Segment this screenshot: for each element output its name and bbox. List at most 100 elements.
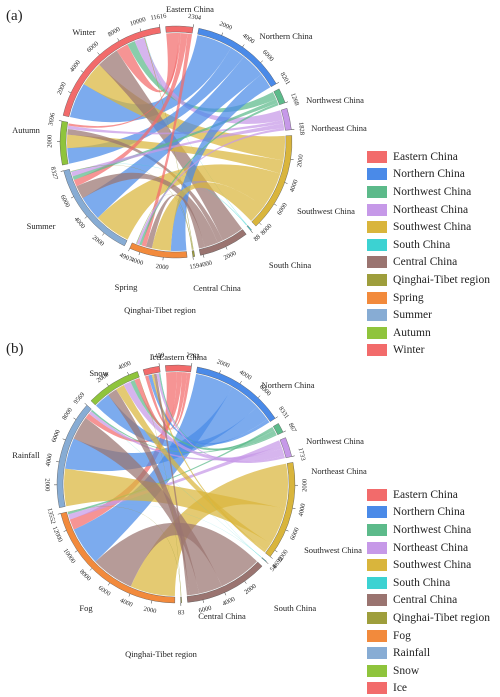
legend-label: Northeast China: [393, 542, 468, 554]
tick-mark: [85, 216, 87, 218]
legend-label: Central China: [393, 594, 457, 606]
legend-swatch: [367, 344, 387, 356]
legend-swatch: [367, 204, 387, 216]
legend-swatch: [367, 647, 387, 659]
group-label-eastern-china: Eastern China: [159, 352, 207, 362]
tick-mark: [222, 33, 223, 36]
legend-item-northwest-china: Northwest China: [367, 183, 490, 201]
legend-item-fog: Fog: [367, 627, 490, 645]
legend-label: Qinghai-Tibet region: [393, 612, 490, 624]
tick-label: 8000: [61, 407, 74, 422]
tick-mark: [270, 557, 272, 559]
tick-mark: [283, 431, 286, 432]
tick-label: 2000: [143, 606, 157, 615]
tick-mark: [203, 600, 204, 603]
tick-mark: [118, 38, 119, 41]
tick-label: 1828: [297, 122, 305, 136]
tick-mark: [140, 29, 141, 32]
tick-mark: [107, 383, 109, 385]
tick-mark: [71, 197, 74, 198]
tick-mark: [251, 231, 253, 233]
tick-label: 4000: [298, 503, 307, 517]
tick-mark: [108, 583, 110, 585]
tick-mark: [258, 396, 260, 398]
ribbons: [67, 33, 285, 251]
legend-item-qinghai-tibet-region: Qinghai-Tibet region: [367, 609, 490, 627]
legend-item-south-china: South China: [367, 574, 490, 592]
legend-swatch: [367, 542, 387, 554]
tick-mark: [68, 92, 71, 93]
tick-label: 3696: [47, 112, 56, 127]
legend-label: Northwest China: [393, 186, 471, 198]
group-label-northwest-china: Northwest China: [306, 95, 364, 105]
group-label-spring: Spring: [115, 282, 138, 292]
tick-label: 6000: [59, 194, 71, 209]
legend-item-central-china: Central China: [367, 254, 490, 272]
group-label-qinghai-tibet-region: Qinghai-Tibet region: [124, 305, 196, 315]
group-label-ice: Ice: [150, 352, 161, 362]
tick-label: 4000: [117, 360, 132, 372]
group-label-northern-china: Northern China: [261, 380, 314, 390]
legend-swatch: [367, 186, 387, 198]
tick-mark: [61, 171, 64, 172]
legend-item-rainfall: Rainfall: [367, 644, 490, 662]
legend-item-winter: Winter: [367, 342, 490, 360]
arc-south-china: [247, 225, 252, 230]
tick-label: 4000: [73, 216, 87, 230]
legend-label: Rainfall: [393, 647, 430, 659]
tick-label: 6000: [289, 527, 300, 542]
arc-eastern-china: [165, 365, 191, 372]
group-label-northeast-china: Northeast China: [311, 123, 367, 133]
legend-swatch: [367, 594, 387, 606]
tick-label: 6000: [51, 429, 62, 444]
legend-label: Eastern China: [393, 151, 458, 163]
group-label-eastern-china: Eastern China: [166, 4, 214, 14]
legend-swatch: [367, 577, 387, 589]
tick-label: 4000: [69, 59, 82, 74]
legend-swatch: [367, 256, 387, 268]
tick-label: 1733: [297, 447, 307, 461]
tick-label: 2000: [223, 250, 238, 262]
tick-mark: [275, 417, 278, 419]
tick-mark: [64, 530, 67, 531]
group-label-qinghai-tibet-region: Qinghai-Tibet region: [125, 649, 197, 659]
legend-label: Spring: [393, 292, 424, 304]
tick-mark: [63, 439, 66, 440]
legend-item-qinghai-tibet-region: Qinghai-Tibet region: [367, 271, 490, 289]
tick-label: 4000: [238, 369, 253, 382]
tick-mark: [285, 102, 288, 103]
group-label-fog: Fog: [79, 603, 93, 613]
tick-label: 1268: [289, 92, 300, 107]
tick-mark: [259, 223, 261, 225]
legend-swatch: [367, 506, 387, 518]
legend-label: Summer: [393, 309, 432, 321]
tick-label: 10000: [129, 16, 147, 28]
tick-label: 2000: [46, 135, 53, 148]
tick-label: 6000: [86, 40, 100, 54]
legend-swatch: [367, 489, 387, 501]
legend-label: Fog: [393, 630, 411, 642]
tick-mark: [261, 61, 263, 63]
tick-label: 4000: [289, 179, 300, 194]
tick-label: 8000: [259, 223, 273, 237]
tick-mark: [90, 568, 92, 570]
legend-swatch: [367, 630, 387, 642]
legend-label: Autumn: [393, 327, 431, 339]
tick-label: 2000: [56, 81, 68, 96]
legend-label: Southwest China: [393, 221, 471, 233]
legend-item-ice: Ice: [367, 680, 490, 697]
tick-mark: [219, 370, 220, 373]
legend-label: Northeast China: [393, 204, 468, 216]
group-label-southwest-china: Southwest China: [297, 206, 355, 216]
tick-label: 6000: [261, 49, 275, 63]
arc-south-china: [262, 557, 267, 561]
legend-label: Northern China: [393, 506, 465, 518]
tick-label: 10000: [62, 547, 77, 564]
tick-label: 2000: [155, 263, 169, 271]
legend-label: Snow: [393, 665, 419, 677]
tick-label: 4000: [119, 597, 134, 608]
legend-item-northern-china: Northern China: [367, 504, 490, 522]
arc-autumn: [60, 121, 68, 165]
